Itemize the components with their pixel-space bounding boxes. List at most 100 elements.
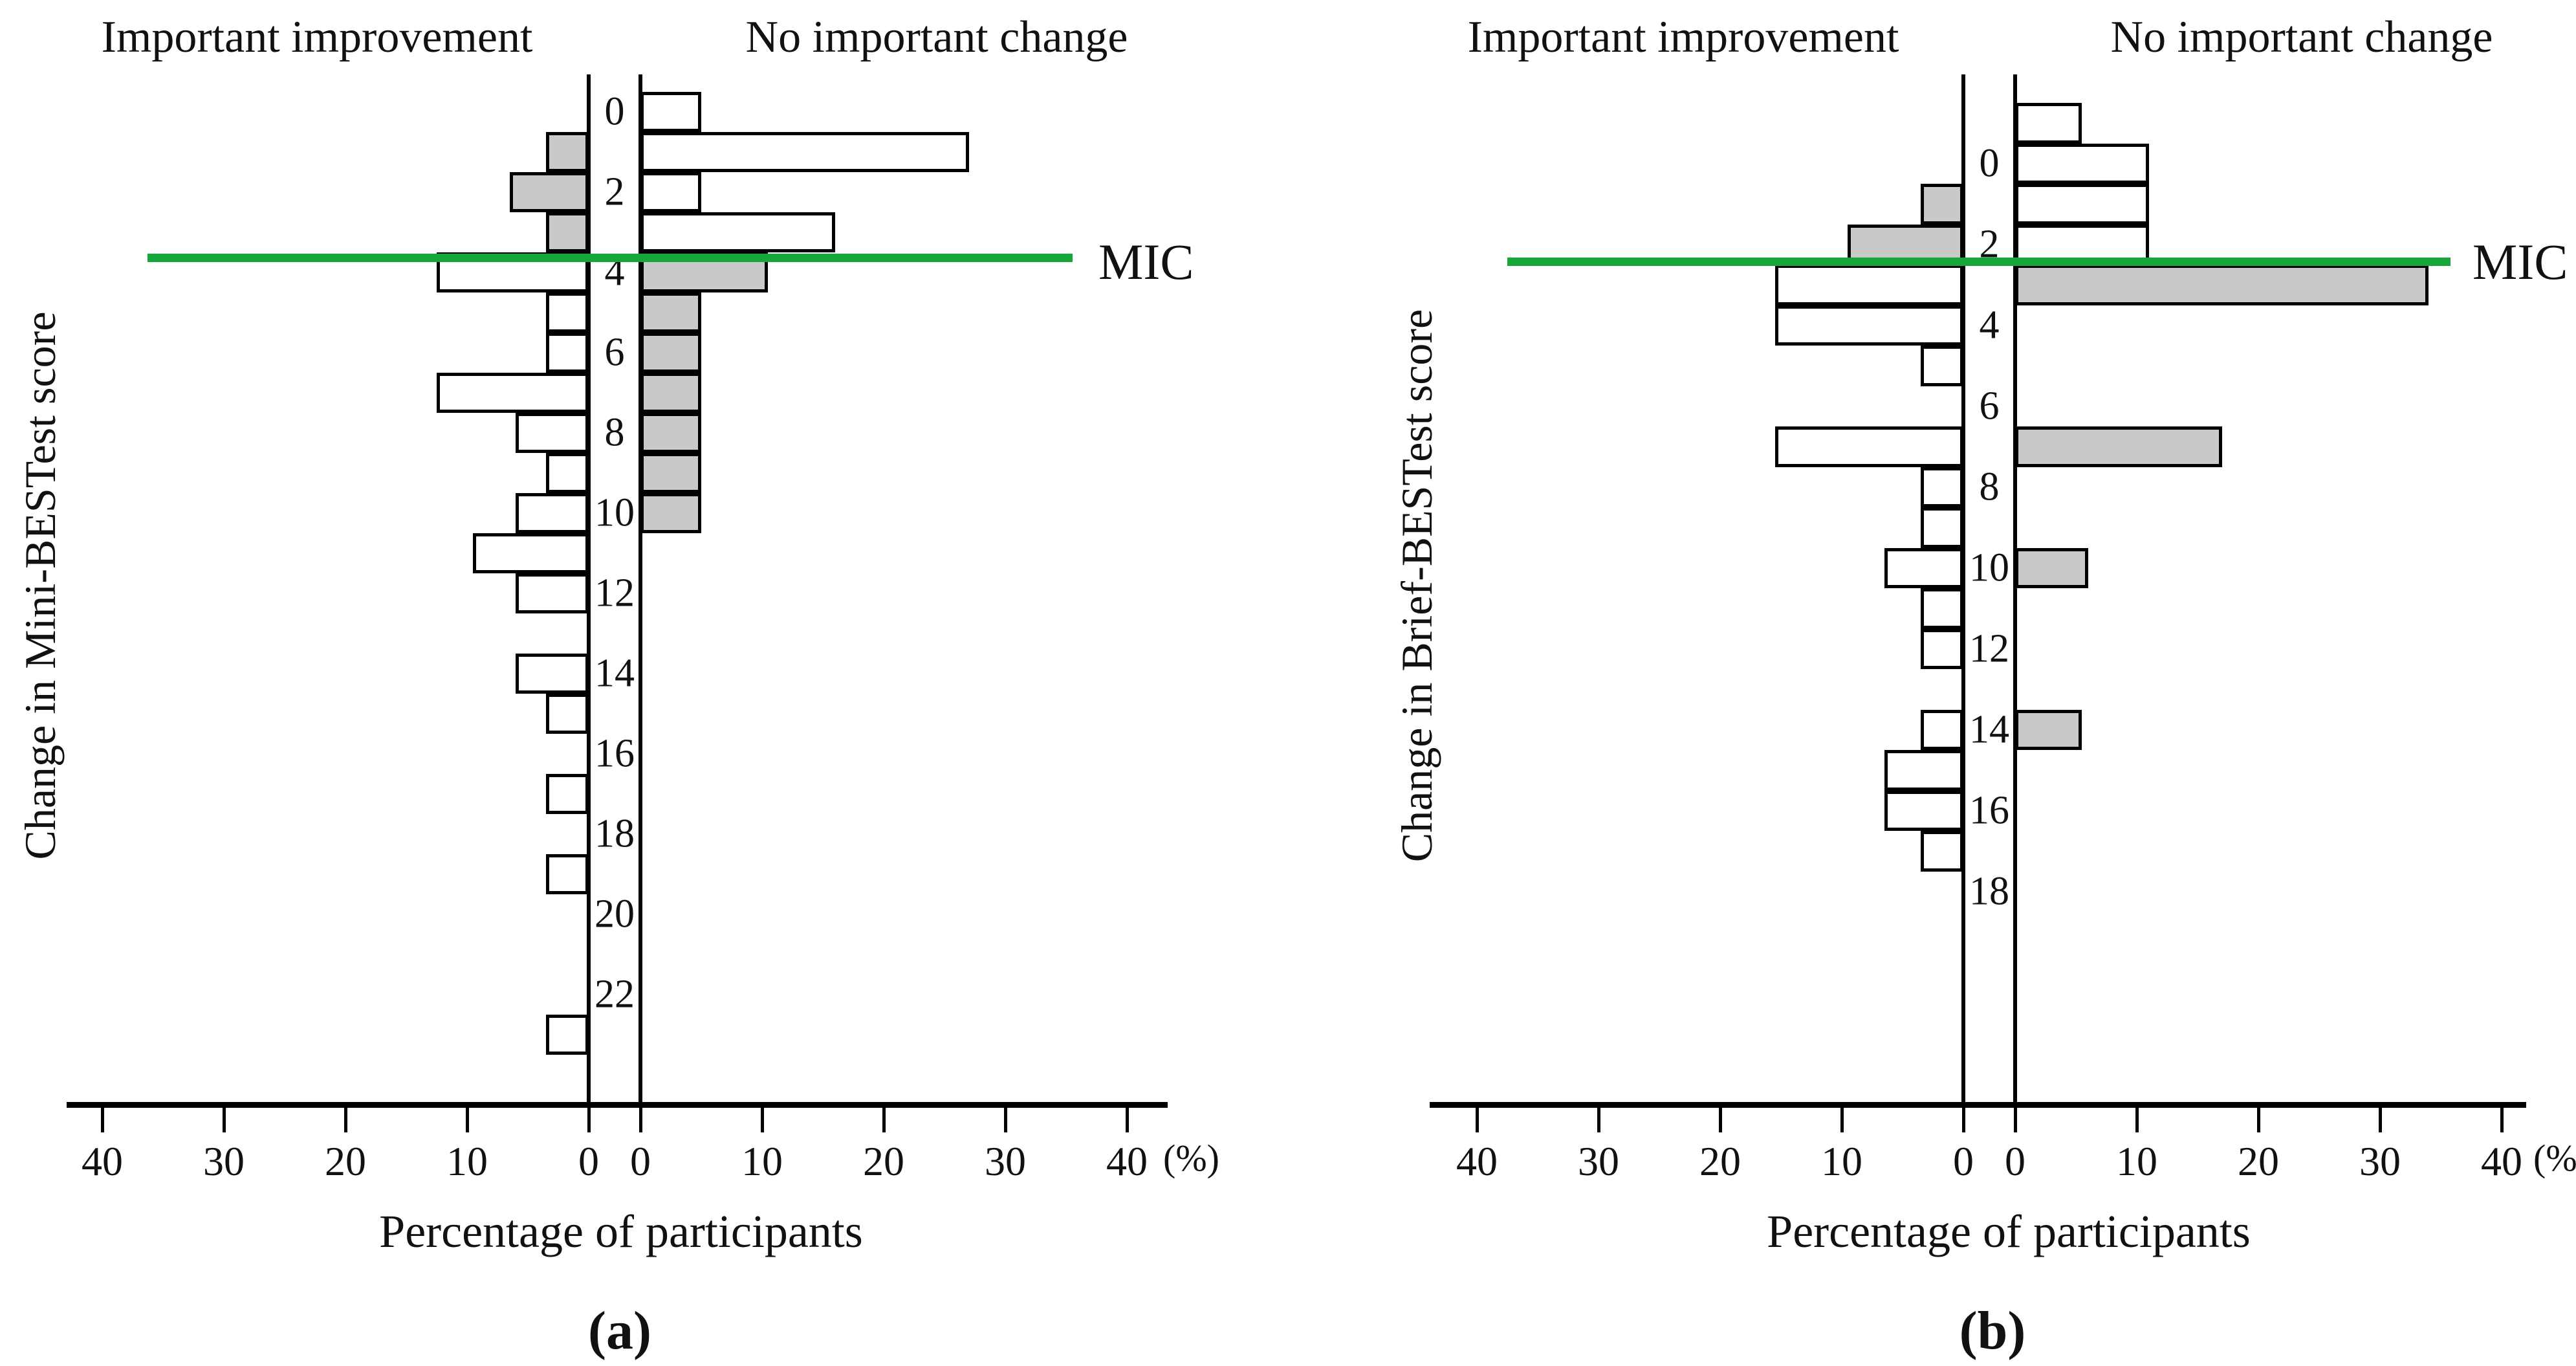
bar-left-white	[473, 533, 589, 573]
y-tick-label: 6	[604, 330, 625, 375]
x-axis-line	[67, 1102, 1168, 1108]
x-tick	[1597, 1105, 1600, 1132]
y-tick-label: 14	[1969, 707, 2009, 752]
bar-left-white	[1921, 346, 1963, 386]
bar-left-white	[1774, 305, 1963, 346]
bar-left-white	[546, 694, 589, 734]
bar-left-white	[546, 854, 589, 894]
x-tick-label: 10	[446, 1138, 488, 1184]
x-tick	[882, 1105, 886, 1132]
y-tick-label: 2	[604, 170, 625, 214]
bar-left-white	[516, 413, 589, 453]
y-tick-label: 12	[595, 571, 635, 615]
bar-left-white	[1884, 790, 1963, 832]
x-tick	[1126, 1105, 1129, 1132]
panel-a-mic-label: MIC	[1098, 234, 1194, 290]
y-tick-label: 6	[1979, 384, 2000, 428]
bar-right-gray	[640, 373, 701, 413]
x-tick-label: 0	[630, 1138, 651, 1184]
bar-left-white	[1774, 426, 1963, 467]
x-tick	[1719, 1105, 1722, 1132]
bar-right-gray	[2015, 709, 2082, 751]
y-tick-label: 16	[595, 731, 635, 776]
panel-b-caption: (b)	[1959, 1301, 2026, 1361]
bar-right-white	[2015, 184, 2149, 225]
y-tick-label: 20	[595, 892, 635, 936]
x-tick-label: 40	[1456, 1138, 1498, 1184]
x-tick	[2379, 1105, 2382, 1132]
x-tick-label: 10	[1821, 1138, 1862, 1184]
bar-left-white	[546, 292, 589, 333]
panel-b-x-axis-title: Percentage of participants	[1767, 1206, 2251, 1257]
x-tick-label: 30	[203, 1138, 245, 1184]
bar-right-gray	[640, 413, 701, 453]
panel-a-right-header: No important change	[745, 12, 1128, 62]
panel-b-left-header: Important improvement	[1467, 12, 1899, 62]
bar-right-gray	[640, 292, 701, 333]
x-tick	[1962, 1105, 1965, 1132]
y-tick-label: 18	[595, 811, 635, 856]
bar-left-white	[1921, 831, 1963, 872]
panel-a-left-header: Important improvement	[101, 12, 533, 62]
x-tick-label: 0	[2005, 1138, 2025, 1184]
bar-left-gray	[546, 132, 589, 172]
x-tick-label: 30	[985, 1138, 1026, 1184]
y-axis-line-left	[1961, 74, 1965, 1102]
x-tick	[466, 1105, 469, 1132]
x-tick	[1476, 1105, 1479, 1132]
y-tick-label: 8	[604, 410, 625, 455]
bar-right-gray	[640, 333, 701, 373]
panel-b-y-axis-title: Change in Brief-BESTest score	[1392, 309, 1441, 863]
panel-b-right-header: No important change	[2110, 12, 2493, 62]
y-tick-label: 10	[595, 490, 635, 535]
bar-left-white	[1921, 709, 1963, 751]
x-tick-label: 40	[2481, 1138, 2522, 1184]
bar-right-gray	[2015, 426, 2222, 467]
bar-left-white	[1921, 467, 1963, 508]
x-tick-label: 20	[863, 1138, 904, 1184]
x-tick	[1840, 1105, 1844, 1132]
mic-line	[1507, 258, 2450, 266]
bar-left-white	[437, 373, 589, 413]
x-tick-label: 40	[1106, 1138, 1148, 1184]
x-tick-label: 40	[82, 1138, 123, 1184]
panel-b-mic-label: MIC	[2472, 234, 2568, 290]
y-tick-label: 22	[595, 972, 635, 1017]
x-tick	[761, 1105, 764, 1132]
bar-left-white	[516, 654, 589, 694]
y-tick-label: 4	[1979, 303, 2000, 347]
bar-right-white	[2015, 143, 2149, 184]
y-axis-line-right	[639, 74, 642, 1102]
mic-line	[147, 254, 1073, 262]
bar-left-white	[1884, 547, 1963, 589]
x-tick	[2257, 1105, 2260, 1132]
bar-left-gray	[1921, 184, 1963, 225]
bar-right-white	[640, 172, 701, 212]
bar-right-white	[2015, 103, 2082, 144]
x-tick	[639, 1105, 642, 1132]
bar-left-gray	[509, 172, 589, 212]
bar-left-white	[1884, 750, 1963, 791]
x-tick	[2014, 1105, 2017, 1132]
bar-right-gray	[640, 453, 701, 493]
bar-left-white	[1921, 588, 1963, 629]
bar-left-white	[516, 493, 589, 533]
bar-left-white	[1774, 265, 1963, 305]
x-tick	[2500, 1105, 2504, 1132]
bar-right-gray	[640, 493, 701, 533]
x-tick-label: 20	[1699, 1138, 1741, 1184]
bar-right-white	[640, 92, 701, 132]
bar-left-white	[546, 453, 589, 493]
x-tick	[1004, 1105, 1007, 1132]
y-tick-label: 0	[604, 89, 625, 134]
y-tick-label: 0	[1979, 141, 2000, 186]
bar-left-gray	[546, 212, 589, 252]
bar-left-white	[516, 573, 589, 613]
y-tick-label: 18	[1969, 869, 2009, 914]
x-tick	[101, 1105, 104, 1132]
bar-right-white	[640, 212, 835, 252]
bar-right-gray	[2015, 547, 2088, 589]
x-tick	[2135, 1105, 2139, 1132]
panel-a-percent-unit: (%)	[1163, 1137, 1219, 1179]
x-axis-line	[1430, 1102, 2526, 1108]
